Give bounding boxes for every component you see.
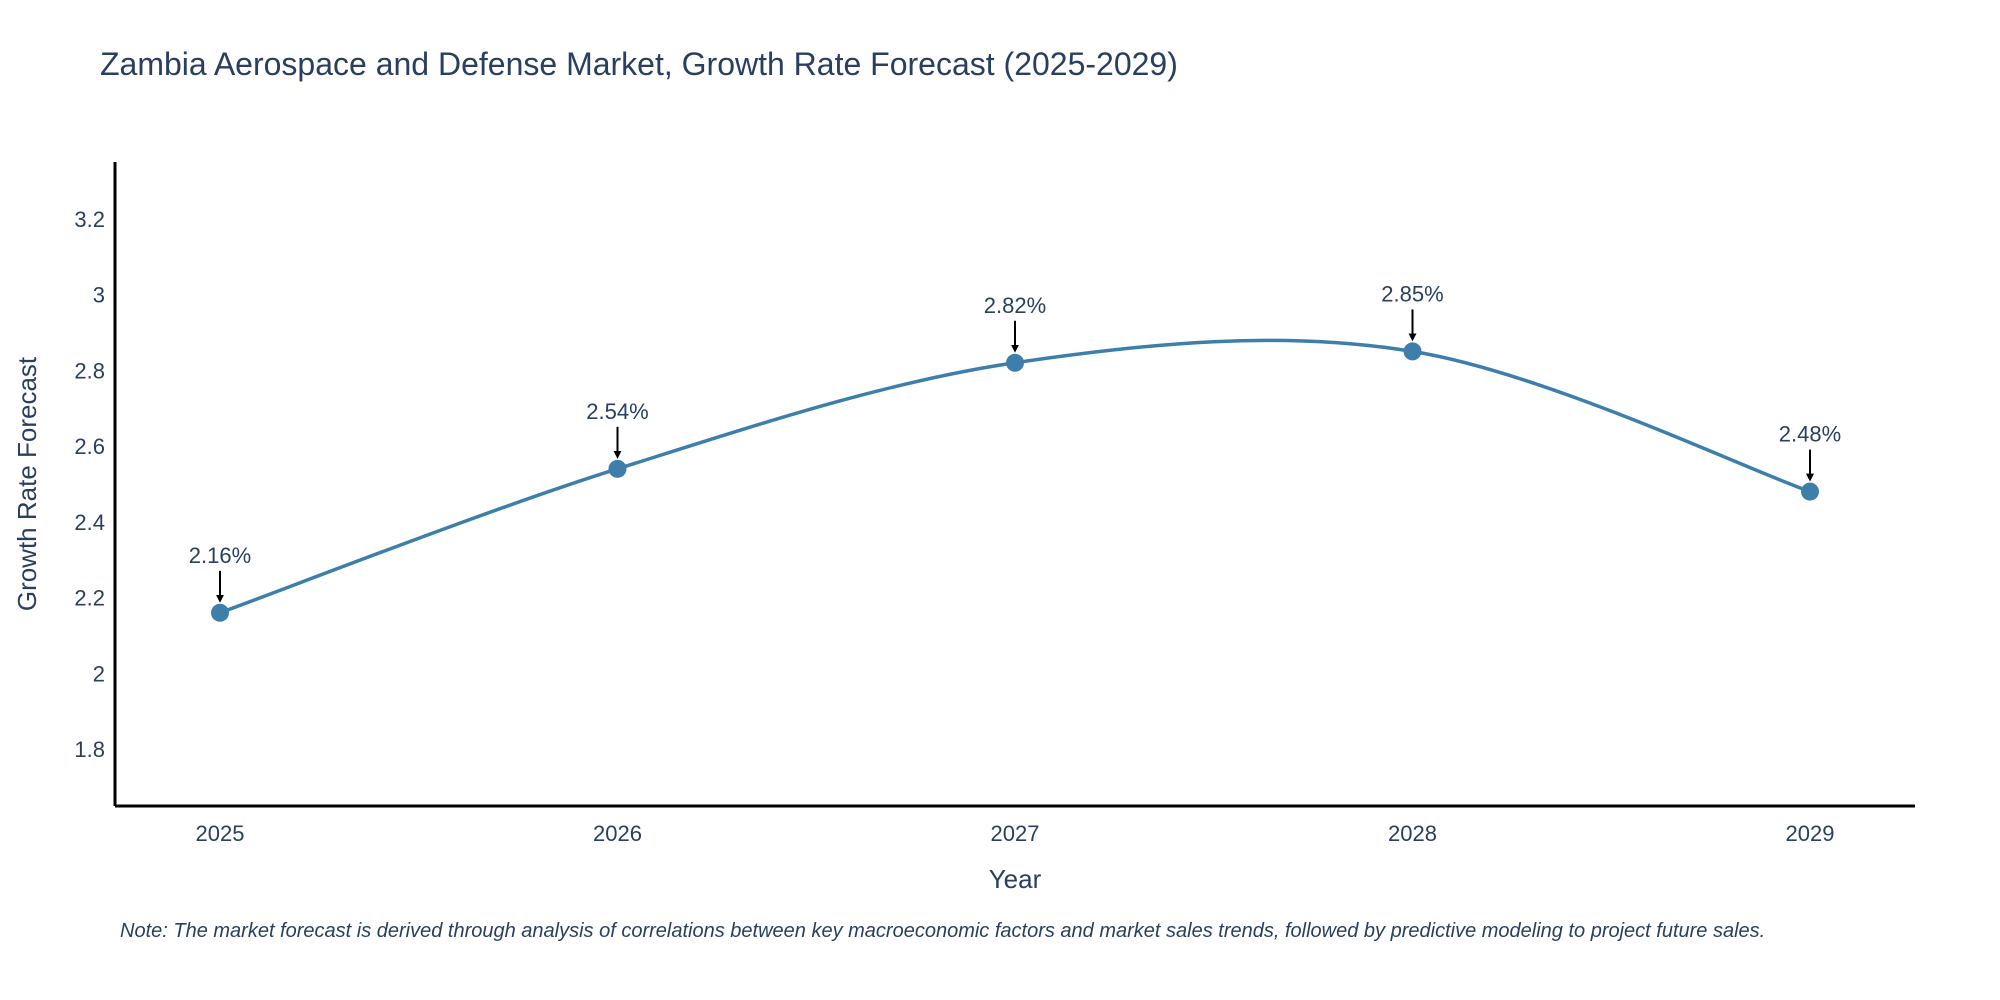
- chart-note: Note: The market forecast is derived thr…: [120, 920, 1766, 942]
- y-tick-label: 2.8: [74, 358, 105, 383]
- data-label: 2.54%: [586, 399, 648, 424]
- data-label: 2.82%: [984, 293, 1046, 318]
- data-point: [608, 459, 627, 478]
- data-point: [1403, 342, 1422, 361]
- x-tick-label: 2027: [991, 821, 1040, 846]
- y-tick-label: 2.6: [74, 434, 105, 459]
- y-tick-label: 2.2: [74, 586, 105, 611]
- x-tick-label: 2029: [1786, 821, 1835, 846]
- chart-title: Zambia Aerospace and Defense Market, Gro…: [100, 46, 1178, 82]
- data-point: [1801, 482, 1819, 501]
- series-line: [219, 338, 1811, 615]
- x-axis-title: Year: [989, 864, 1042, 894]
- x-tick-label: 2028: [1388, 821, 1437, 846]
- y-tick-label: 1.8: [74, 737, 105, 762]
- y-tick-label: 3.2: [74, 207, 105, 232]
- data-point: [1006, 353, 1024, 372]
- data-label: 2.85%: [1381, 281, 1443, 306]
- x-tick-label: 2025: [196, 821, 245, 846]
- x-tick-label: 2026: [593, 821, 642, 846]
- data-label: 2.16%: [189, 543, 251, 568]
- data-point: [211, 603, 229, 622]
- y-tick-label: 3: [93, 283, 105, 308]
- y-tick-label: 2: [93, 661, 105, 686]
- y-axis-title: Growth Rate Forecast: [12, 356, 42, 611]
- y-tick-label: 2.4: [74, 510, 105, 535]
- data-label: 2.48%: [1779, 422, 1841, 447]
